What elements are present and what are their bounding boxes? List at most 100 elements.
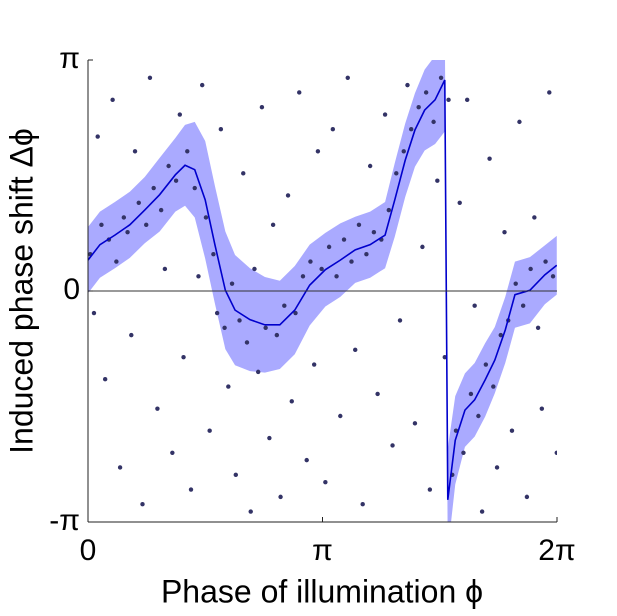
scatter-point bbox=[547, 90, 552, 95]
scatter-point bbox=[550, 274, 556, 279]
x-tick-label: 2π bbox=[538, 534, 575, 567]
scatter-point bbox=[170, 450, 175, 455]
scatter-point bbox=[364, 252, 369, 257]
scatter-point bbox=[487, 156, 492, 161]
scatter-point bbox=[367, 163, 373, 169]
scatter-point bbox=[442, 354, 447, 360]
scatter-point bbox=[334, 274, 339, 279]
y-tick-label: π bbox=[59, 42, 80, 75]
scatter-point bbox=[233, 472, 238, 478]
scatter-point bbox=[132, 149, 138, 154]
scatter-point bbox=[166, 163, 171, 169]
scatter-point bbox=[483, 362, 489, 367]
scatter-point bbox=[353, 347, 358, 353]
scatter-point bbox=[498, 332, 503, 338]
scatter-point bbox=[468, 391, 474, 397]
scatter-point bbox=[147, 75, 153, 80]
scatter-point bbox=[453, 428, 459, 433]
scatter-point bbox=[99, 222, 104, 228]
scatter-point bbox=[457, 200, 462, 205]
scatter-point bbox=[267, 435, 272, 441]
y-tick-label: -π bbox=[49, 504, 80, 537]
scatter-point bbox=[517, 119, 522, 125]
plot-area bbox=[88, 60, 557, 522]
scatter-point bbox=[539, 406, 545, 411]
scatter-point bbox=[409, 127, 414, 132]
scatter-point bbox=[524, 494, 530, 500]
scatter-point bbox=[528, 266, 533, 272]
scatter-point bbox=[207, 428, 212, 433]
scatter-point bbox=[185, 149, 190, 154]
scatter-point bbox=[472, 303, 477, 308]
scatter-point bbox=[401, 149, 406, 154]
scatter-point bbox=[491, 384, 496, 389]
scatter-point bbox=[136, 200, 141, 205]
scatter-point bbox=[270, 222, 276, 228]
scatter-point bbox=[476, 413, 481, 419]
scatter-point bbox=[382, 112, 388, 117]
scatter-point bbox=[520, 303, 526, 308]
scatter-point bbox=[461, 450, 466, 455]
scatter-point bbox=[252, 266, 257, 272]
scatter-point bbox=[155, 406, 160, 411]
scatter-point bbox=[200, 82, 205, 88]
scatter-point bbox=[300, 274, 306, 279]
scatter-point bbox=[278, 494, 283, 500]
scatter-point bbox=[423, 90, 429, 95]
scatter-point bbox=[375, 391, 380, 397]
scatter-point bbox=[330, 127, 336, 132]
scatter-point bbox=[315, 149, 321, 154]
scatter-point bbox=[285, 193, 291, 198]
scatter-point bbox=[162, 266, 168, 272]
scatter-point bbox=[349, 259, 354, 264]
scatter-point bbox=[248, 509, 253, 514]
scatter-point bbox=[259, 104, 265, 110]
scatter-point bbox=[420, 244, 425, 250]
scatter-point bbox=[151, 185, 156, 191]
scatter-point bbox=[341, 237, 347, 242]
scatter-point bbox=[438, 75, 444, 80]
scatter-point bbox=[158, 207, 164, 213]
scatter-point bbox=[509, 428, 515, 433]
scatter-point bbox=[192, 185, 197, 191]
scatter-point bbox=[356, 222, 362, 228]
scatter-point bbox=[371, 229, 377, 235]
scatter-point bbox=[114, 259, 119, 264]
x-axis-title: Phase of illumination ϕ bbox=[161, 573, 483, 609]
scatter-point bbox=[289, 399, 294, 404]
scatter-point bbox=[203, 215, 209, 220]
scatter-point bbox=[214, 310, 220, 316]
scatter-point bbox=[502, 229, 507, 235]
scatter-point bbox=[513, 281, 518, 286]
scatter-point bbox=[464, 97, 470, 103]
scatter-point bbox=[95, 134, 100, 139]
scatter-point bbox=[435, 178, 440, 183]
scatter-point bbox=[360, 502, 365, 507]
scatter-point bbox=[117, 465, 123, 470]
scatter-point bbox=[102, 377, 108, 382]
mean-line bbox=[88, 79, 557, 500]
scatter-point bbox=[125, 229, 130, 235]
scatter-point bbox=[244, 340, 250, 345]
scatter-point bbox=[91, 310, 97, 316]
scatter-point bbox=[121, 215, 127, 220]
scatter-point bbox=[222, 325, 227, 330]
scatter-point bbox=[181, 354, 186, 360]
scatter-point bbox=[338, 413, 343, 419]
confidence-band bbox=[88, 60, 557, 522]
scatter-point bbox=[479, 509, 485, 514]
scatter-point bbox=[427, 487, 433, 492]
scatter-point bbox=[345, 75, 350, 80]
scatter-point bbox=[293, 310, 298, 316]
scatter-point bbox=[196, 274, 201, 279]
scatter-point bbox=[554, 450, 557, 455]
scatter-point bbox=[311, 362, 317, 367]
scatter-point bbox=[218, 127, 224, 132]
scatter-point bbox=[323, 479, 328, 485]
y-axis-title: Induced phase shift Δϕ bbox=[3, 128, 39, 454]
scatter-point bbox=[412, 421, 418, 426]
scatter-point bbox=[241, 171, 246, 176]
y-tick-label: 0 bbox=[63, 273, 80, 306]
scatter-point bbox=[308, 259, 313, 264]
